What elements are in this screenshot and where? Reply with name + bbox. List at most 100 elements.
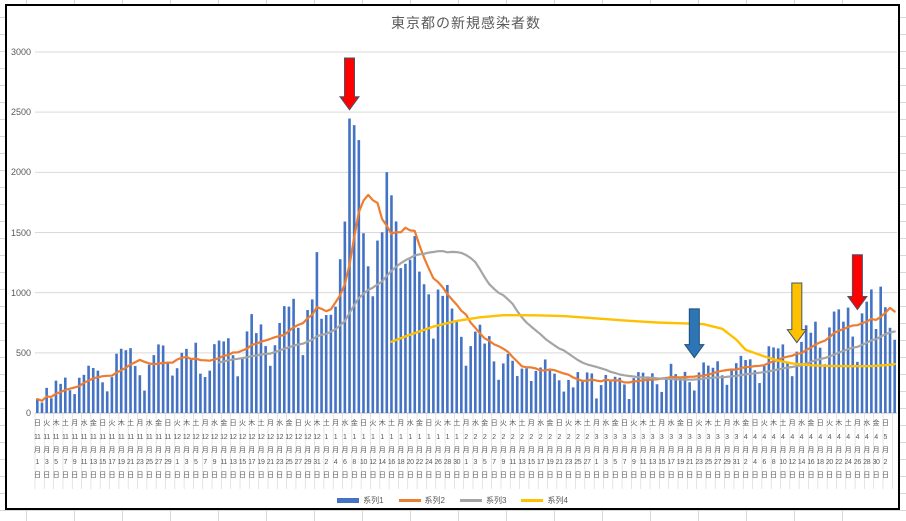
bar	[679, 376, 682, 413]
chart-title: 東京都の新規感染者数	[391, 15, 541, 31]
bar	[385, 172, 389, 413]
bar	[68, 390, 72, 413]
x-tick-label: 木 1 月 28 日	[443, 420, 451, 479]
bar	[632, 378, 636, 413]
bar	[77, 377, 81, 413]
legend-item-系列4[interactable]: 系列4	[521, 495, 568, 506]
bar	[599, 385, 603, 413]
blue-arrow-march[interactable]	[683, 308, 705, 359]
bar	[278, 322, 281, 413]
legend-item-系列2[interactable]: 系列2	[398, 495, 445, 506]
bar	[534, 370, 538, 413]
bar	[697, 372, 701, 413]
bar	[54, 380, 58, 413]
x-tick-label: 水 3 月 17 日	[667, 420, 675, 479]
bar	[511, 360, 514, 413]
legend-label: 系列3	[486, 496, 507, 505]
bar	[119, 348, 123, 413]
legend-swatch	[460, 499, 482, 502]
bar	[557, 380, 561, 413]
bar	[478, 324, 482, 413]
chart-object[interactable]	[5, 4, 900, 510]
y-tick-label: 500	[15, 347, 31, 358]
bar	[590, 373, 594, 413]
legend-swatch	[521, 499, 544, 502]
bar	[343, 221, 347, 413]
red-arrow-jan-peak[interactable]	[339, 57, 360, 111]
x-tick-label: 火 2 月 23 日	[564, 420, 573, 479]
x-tick-label: 土 11 月 21 日	[126, 420, 135, 479]
x-tick-label: 月 4 月 26 日	[853, 420, 861, 479]
x-tick-label: 月 4 月 12 日	[788, 420, 796, 479]
bar	[334, 306, 337, 413]
bar	[851, 336, 855, 413]
bar	[329, 314, 333, 413]
bar	[310, 299, 314, 413]
bar	[273, 345, 277, 413]
bar	[823, 364, 827, 413]
y-tick-label: 1500	[10, 227, 31, 238]
yellow-arrow-april[interactable]	[786, 282, 808, 344]
legend-swatch	[398, 499, 421, 502]
bar	[529, 380, 533, 413]
x-tick-label: 土 12 月 5 日	[192, 420, 200, 479]
bar	[73, 394, 76, 413]
bar	[604, 374, 608, 413]
bar	[800, 341, 803, 413]
bar	[520, 368, 524, 413]
line-series-系列3	[217, 250, 896, 381]
bar	[324, 315, 328, 413]
x-tick-label: 火 12 月 29 日	[303, 420, 312, 479]
bar	[539, 367, 542, 413]
x-tick-label: 月 12 月 21 日	[266, 420, 274, 479]
bar	[804, 325, 808, 413]
x-tick-label: 木 1 月 14 日	[378, 420, 386, 479]
bar	[772, 347, 775, 413]
bar	[357, 140, 361, 413]
legend-swatch	[337, 498, 360, 503]
bar	[641, 372, 645, 413]
legend-item-系列3[interactable]: 系列3	[460, 495, 506, 506]
bar	[460, 336, 463, 413]
bar	[483, 343, 486, 413]
x-tick-label: 水 1 月 20 日	[406, 420, 414, 479]
x-tick-label: 金 2 月 19 日	[546, 420, 554, 479]
bar	[706, 365, 710, 413]
bar	[390, 195, 393, 413]
bar	[427, 294, 431, 413]
bar	[674, 374, 677, 413]
bar	[115, 353, 118, 413]
y-tick-label: 2000	[10, 167, 31, 178]
bar	[790, 376, 794, 413]
bar	[497, 379, 500, 413]
red-arrow-late-april[interactable]	[846, 254, 868, 311]
bar	[269, 365, 272, 413]
bar	[846, 307, 850, 413]
bar	[208, 370, 212, 413]
bar	[124, 350, 128, 413]
x-tick-label: 月 12 月 7 日	[201, 420, 209, 479]
x-tick-label: 火 1 月 12 日	[369, 420, 377, 479]
bar	[870, 289, 873, 413]
x-tick-label: 日 11 月 1 日	[33, 420, 41, 479]
bar	[571, 387, 575, 413]
bar	[171, 375, 174, 413]
legend-item-系列1[interactable]: 系列1	[337, 495, 384, 506]
line-series-系列4	[390, 314, 896, 368]
bar	[236, 376, 239, 413]
bar	[366, 266, 370, 413]
x-tick-label: 水 12 月 9 日	[210, 420, 218, 479]
x-tick-label: 木 12 月 31 日	[313, 420, 321, 479]
bar	[189, 358, 193, 413]
bar	[758, 383, 761, 413]
bar	[380, 232, 384, 413]
bar	[175, 368, 179, 413]
bar	[595, 398, 598, 413]
x-tick-label: 木 11 月 5 日	[52, 420, 60, 479]
